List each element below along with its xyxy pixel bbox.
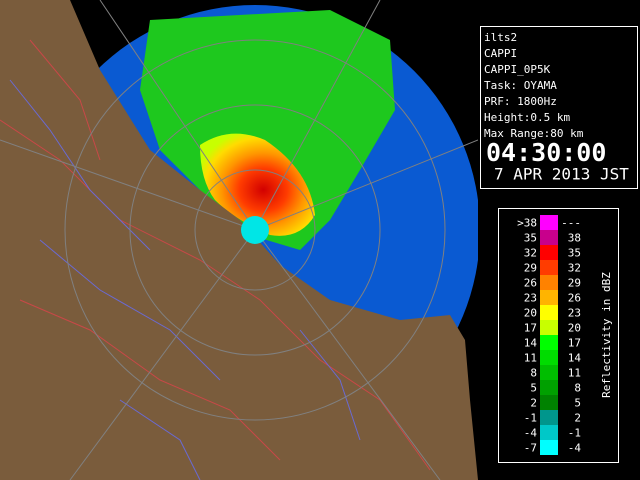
legend-rows: >38 --- 35 38 32 35 29 32 26 29 23 26 20 23 17 20 14 17 11… bbox=[517, 215, 581, 455]
legend-low: 26 bbox=[524, 277, 537, 290]
legend-low: 5 bbox=[530, 382, 537, 395]
info-lines: ilts2 CAPPI CAPPI_0P5K Task: OYAMA PRF: 1800… bbox=[484, 31, 584, 140]
legend-swatch bbox=[540, 260, 558, 275]
legend-high: 20 bbox=[568, 322, 581, 335]
legend-high: --- bbox=[561, 217, 581, 230]
legend-high: 32 bbox=[568, 262, 581, 275]
time: 04:30:00 bbox=[486, 138, 606, 167]
legend-swatch bbox=[540, 365, 558, 380]
legend-swatch bbox=[540, 380, 558, 395]
legend-swatch bbox=[540, 230, 558, 245]
legend-low: >38 bbox=[517, 217, 537, 230]
echo-core bbox=[200, 133, 315, 236]
legend-high: 17 bbox=[568, 337, 581, 350]
map bbox=[0, 0, 478, 480]
legend-swatch bbox=[540, 290, 558, 305]
legend-high: 14 bbox=[568, 352, 582, 365]
info-line: CAPPI bbox=[484, 47, 517, 60]
legend-high: 8 bbox=[574, 382, 581, 395]
echo-weak bbox=[140, 10, 395, 250]
legend-high: -1 bbox=[568, 427, 581, 440]
info-line: ilts2 bbox=[484, 31, 517, 44]
legend-low: 11 bbox=[524, 352, 537, 365]
info-line: PRF: 1800Hz bbox=[484, 95, 557, 108]
legend-high: 5 bbox=[574, 397, 581, 410]
legend-low: 20 bbox=[524, 307, 537, 320]
legend-high: 35 bbox=[568, 247, 581, 260]
legend-swatch bbox=[540, 425, 558, 440]
info-line: Height:0.5 km bbox=[484, 111, 570, 124]
legend-swatch bbox=[540, 440, 558, 455]
legend-swatch bbox=[540, 275, 558, 290]
legend-swatch bbox=[540, 410, 558, 425]
legend-low: -7 bbox=[524, 442, 537, 455]
boundaries bbox=[0, 39, 431, 471]
legend-swatch bbox=[540, 245, 558, 260]
legend-low: 2 bbox=[530, 397, 537, 410]
info-line: CAPPI_0P5K bbox=[484, 63, 551, 76]
radar-site bbox=[241, 216, 269, 244]
info-box bbox=[480, 26, 638, 189]
legend-swatch bbox=[540, 320, 558, 335]
legend-swatch bbox=[540, 305, 558, 320]
legend-swatch bbox=[540, 215, 558, 230]
legend-low: 32 bbox=[524, 247, 537, 260]
range-rings bbox=[0, 0, 478, 480]
legend-low: -1 bbox=[524, 412, 537, 425]
legend-low: 17 bbox=[524, 322, 537, 335]
legend-low: 8 bbox=[530, 367, 537, 380]
legend-box bbox=[498, 208, 619, 463]
legend-swatch bbox=[540, 395, 558, 410]
legend-high: 11 bbox=[568, 367, 581, 380]
legend-swatch bbox=[540, 350, 558, 365]
info-line: Task: OYAMA bbox=[484, 79, 557, 92]
date: 7 APR 2013 JST bbox=[494, 165, 629, 184]
legend-high: 26 bbox=[568, 292, 581, 305]
legend-low: 23 bbox=[524, 292, 537, 305]
legend-low: 29 bbox=[524, 262, 537, 275]
legend-low: 35 bbox=[524, 232, 537, 245]
rivers bbox=[9, 79, 361, 480]
land bbox=[0, 0, 478, 480]
legend-high: 38 bbox=[568, 232, 581, 245]
legend-title: Reflectivity in dBZ bbox=[600, 272, 613, 398]
legend-swatch bbox=[540, 335, 558, 350]
legend-high: 29 bbox=[568, 277, 581, 290]
legend-high: 2 bbox=[574, 412, 581, 425]
info-line: Max Range:80 km bbox=[484, 127, 584, 140]
legend-low: -4 bbox=[524, 427, 538, 440]
legend-high: -4 bbox=[568, 442, 582, 455]
legend-low: 14 bbox=[524, 337, 538, 350]
legend-high: 23 bbox=[568, 307, 581, 320]
